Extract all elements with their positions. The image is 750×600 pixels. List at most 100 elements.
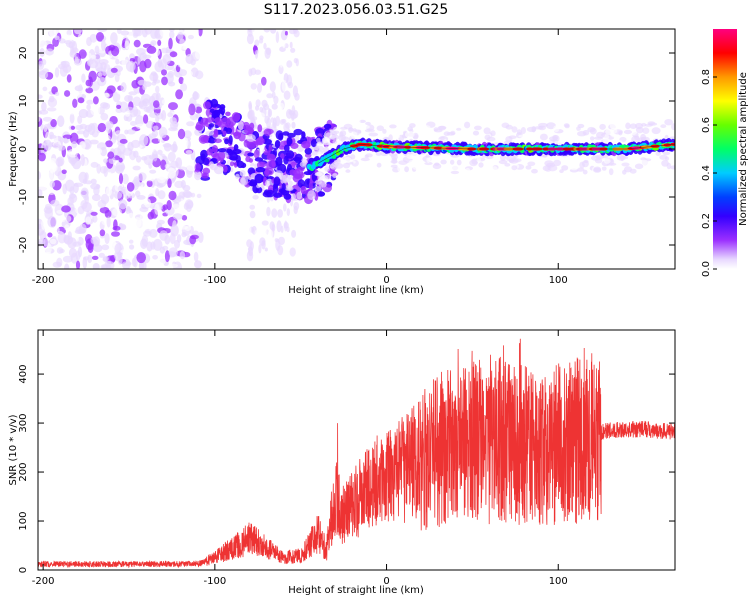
spectrogram-cell <box>42 86 48 92</box>
spectrogram-cell <box>168 263 178 268</box>
spectrogram-cell <box>61 169 67 175</box>
spectrogram-cell <box>251 29 257 34</box>
spectrogram-cell <box>284 144 290 153</box>
spectrogram-cell <box>52 261 62 268</box>
spectrogram-cell <box>325 132 332 139</box>
spectrogram-cell <box>248 225 252 238</box>
spectrogram-cell <box>380 134 385 138</box>
spectrogram-cell <box>79 140 86 150</box>
spectrogram-cell <box>169 51 178 58</box>
spectrogram-cell <box>152 125 159 131</box>
spectrogram-cell <box>345 169 351 173</box>
spectrogram-cell <box>136 123 145 130</box>
spectrogram-cell <box>49 238 57 245</box>
spectrogram-cell <box>212 130 219 138</box>
snr-y-tick-label: 400 <box>18 365 29 384</box>
colorbar-tick-label: 0.2 <box>701 213 712 229</box>
spectrogram-cell <box>629 123 637 129</box>
spectrogram-cell <box>38 39 47 48</box>
spectrogram-cell <box>282 41 286 49</box>
spectrogram-cell <box>270 29 277 34</box>
spectrogram-cell <box>450 159 455 165</box>
spectrogram-cell <box>606 162 617 166</box>
spectrogram-cell <box>194 260 202 269</box>
spectrogram-cell <box>102 102 111 110</box>
spectrogram-cell <box>89 139 99 145</box>
spectrogram-cell <box>248 158 253 163</box>
spectrogram-cell <box>186 121 195 127</box>
spectrogram-cell <box>582 169 588 175</box>
spectrogram-cell <box>77 97 85 104</box>
spectrogram-cell <box>126 129 136 135</box>
spectrogram-cell <box>243 124 250 131</box>
spectrogram-cell <box>291 193 296 201</box>
spectrogram-cell <box>286 208 290 217</box>
spectrogram-cell <box>126 182 135 192</box>
spectrogram-cell <box>156 219 165 225</box>
spectrogram-cell <box>603 158 611 164</box>
spectrogram-cell <box>169 29 175 32</box>
spectrogram-cell <box>164 250 170 263</box>
spectrogram-cell <box>194 49 204 60</box>
spectrogram-cell <box>518 134 528 138</box>
spectrogram-cell <box>275 31 280 44</box>
spectrogram-cell <box>159 230 168 241</box>
spectrogram-cell <box>300 185 307 195</box>
spectrogram-cell <box>73 58 82 66</box>
spectrogram-cell <box>639 159 649 166</box>
spectrogram-cell <box>389 124 397 129</box>
spectrogram-cell <box>209 161 214 169</box>
spectrogram-cell <box>211 145 218 153</box>
spectrogram-cell <box>274 140 281 149</box>
spectrogram-cell <box>115 58 120 65</box>
spectrogram-cell <box>120 30 130 36</box>
spectrogram-cell <box>537 170 542 175</box>
spectrogram-cell <box>164 164 170 169</box>
spectrogram-cell <box>254 49 259 59</box>
spectrogram-cell <box>296 166 305 172</box>
spectrogram-cell <box>149 228 158 238</box>
spectrogram-cell <box>59 80 67 86</box>
spectrogram-cell <box>412 164 419 170</box>
spectrogram-cell <box>186 162 197 172</box>
spectrogram-cell <box>509 157 519 164</box>
spectrogram-cell <box>161 99 168 105</box>
spectrogram-cell <box>127 30 134 41</box>
spectrogram-cell <box>118 157 123 163</box>
spectrogram-cell <box>281 182 286 192</box>
spectrogram-cell <box>390 164 398 168</box>
spectrogram-cell <box>474 125 482 131</box>
spectrogram-cell <box>143 114 149 124</box>
spectrogram-cell <box>52 144 61 149</box>
spectrogram-cell <box>135 155 142 163</box>
spectrogram-cell <box>136 48 146 56</box>
spectrogram-cell <box>64 224 70 231</box>
spectrogram-cell <box>160 159 167 171</box>
spectrogram-cell <box>103 255 109 262</box>
spectrogram-cell <box>610 127 618 134</box>
spectrogram-cell <box>86 99 94 105</box>
spectrogram-cell <box>514 123 519 127</box>
snr-x-tick-label: 100 <box>549 576 568 587</box>
spectrogram-cell <box>50 119 57 128</box>
spectrogram-cell <box>141 234 149 247</box>
spectrogram-cell <box>433 127 439 132</box>
spectrogram-cell <box>198 29 203 37</box>
spectrogram-cell <box>64 263 70 269</box>
spectrogram-cell <box>192 29 200 38</box>
spectrogram-cell <box>246 134 256 142</box>
spectrogram-cell <box>183 43 188 51</box>
spectrogram-cell <box>208 123 215 128</box>
spectrogram-cell <box>194 170 202 181</box>
spectrogram-cell <box>289 169 296 176</box>
spectrogram-cell <box>66 29 72 36</box>
spectrogram-cell <box>254 157 264 162</box>
spectrogram-cell <box>167 178 172 188</box>
colorbar-gradient <box>713 29 737 269</box>
spectrogram-cell <box>670 165 675 170</box>
spectrogram-cell <box>157 39 162 47</box>
spectrogram-cell <box>101 244 110 251</box>
spectrogram-cell <box>111 45 120 57</box>
spectrogram-cell <box>69 186 75 195</box>
spectrogram-cell <box>168 102 178 111</box>
